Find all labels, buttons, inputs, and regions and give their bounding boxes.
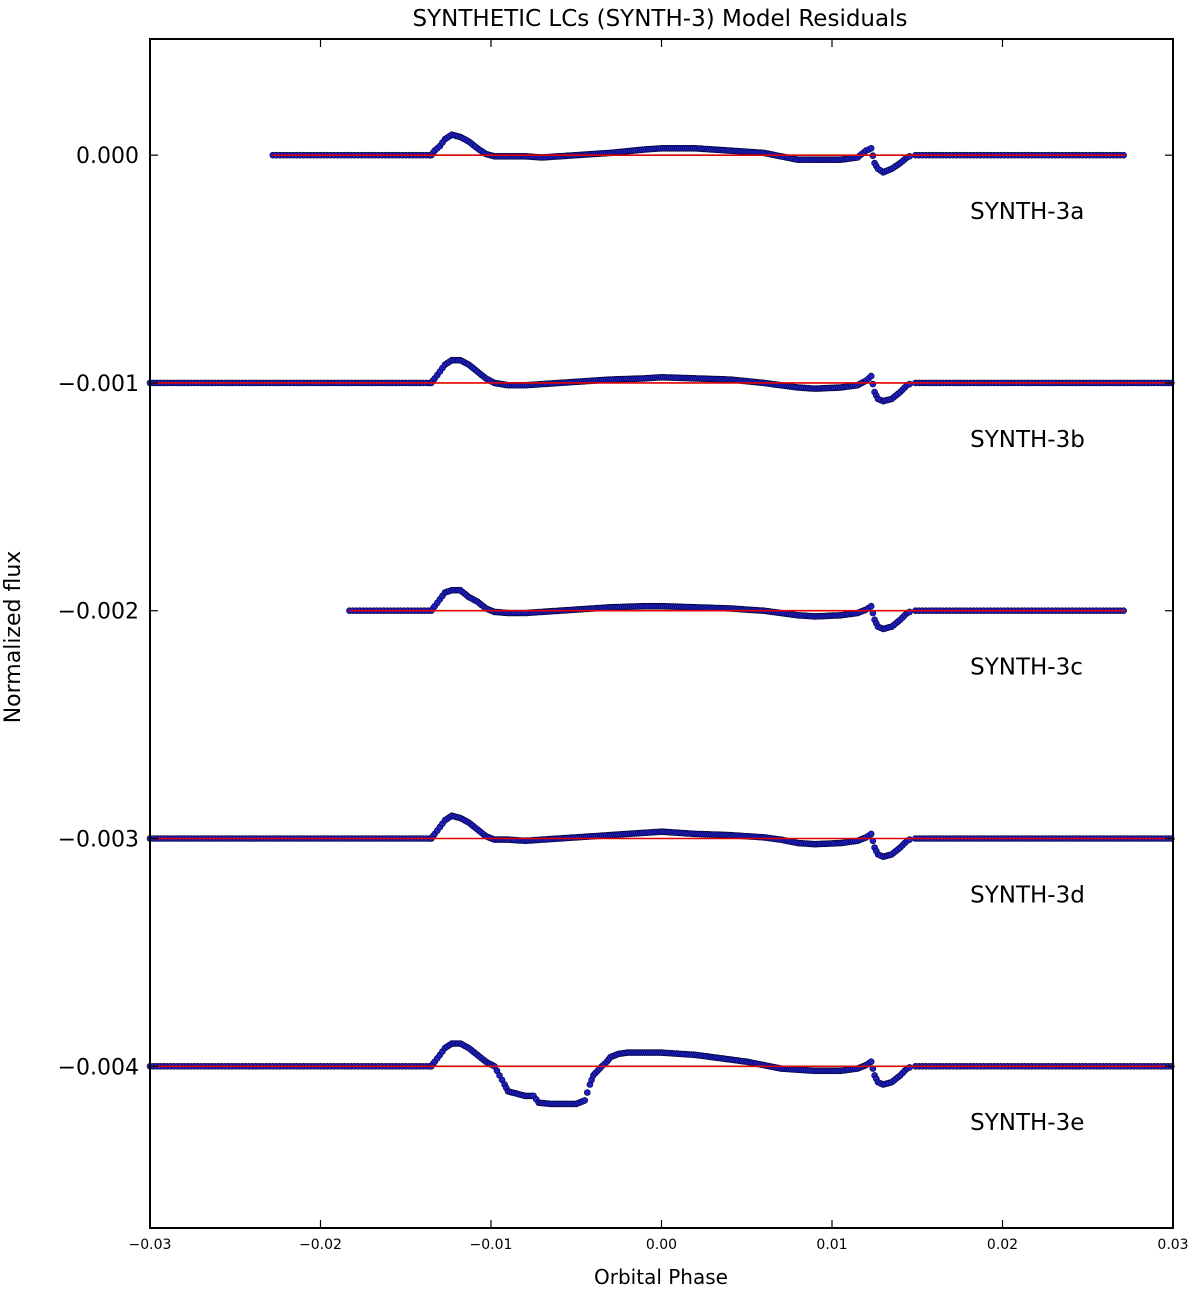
data-point [867, 1058, 875, 1065]
data-point [906, 1064, 913, 1071]
y-tick-label: 0.000 [76, 144, 139, 169]
series-synth-3d: SYNTH-3d [146, 812, 1175, 908]
series-synth-3e: SYNTH-3e [146, 1040, 1175, 1136]
data-point [906, 836, 913, 843]
data-point [906, 608, 913, 616]
x-tick-label: 0.02 [987, 1237, 1018, 1253]
data-point [867, 830, 875, 838]
series-synth-3b: SYNTH-3b [146, 356, 1175, 453]
data-point [906, 153, 913, 160]
series-label: SYNTH-3a [970, 199, 1084, 225]
series-label: SYNTH-3c [970, 655, 1083, 681]
series-synth-3a: SYNTH-3a [269, 131, 1127, 225]
x-tick-label: 0.00 [646, 1237, 677, 1253]
data-point [867, 602, 875, 610]
x-tick-label: −0.03 [129, 1237, 172, 1253]
data-point [906, 380, 913, 388]
y-tick-label: −0.003 [58, 828, 139, 853]
data-point [869, 380, 877, 388]
series-label: SYNTH-3e [970, 1110, 1084, 1136]
y-tick-label: −0.004 [58, 1055, 139, 1080]
series-synth-3c: SYNTH-3c [346, 586, 1127, 681]
y-axis-label: Normalized flux [1, 551, 26, 724]
series-label: SYNTH-3d [970, 882, 1085, 908]
x-tick-label: 0.03 [1157, 1237, 1188, 1253]
x-tick-label: 0.01 [816, 1237, 847, 1253]
data-point [581, 1097, 589, 1104]
data-point [583, 1089, 591, 1096]
data-point [867, 372, 875, 380]
x-tick-label: −0.01 [470, 1237, 513, 1253]
series-label: SYNTH-3b [970, 427, 1085, 453]
y-tick-label: −0.002 [58, 600, 139, 625]
chart-title: SYNTHETIC LCs (SYNTH-3) Model Residuals [413, 6, 908, 32]
data-point [867, 145, 875, 152]
plot-area: SYNTH-3a SYNTH-3b SYNTH-3c SYNTH-3d SYNTH-3e… [58, 38, 1189, 1253]
x-tick-label: −0.02 [299, 1237, 342, 1253]
x-axis-label: Orbital Phase [594, 1265, 728, 1289]
y-tick-label: −0.001 [58, 372, 139, 397]
